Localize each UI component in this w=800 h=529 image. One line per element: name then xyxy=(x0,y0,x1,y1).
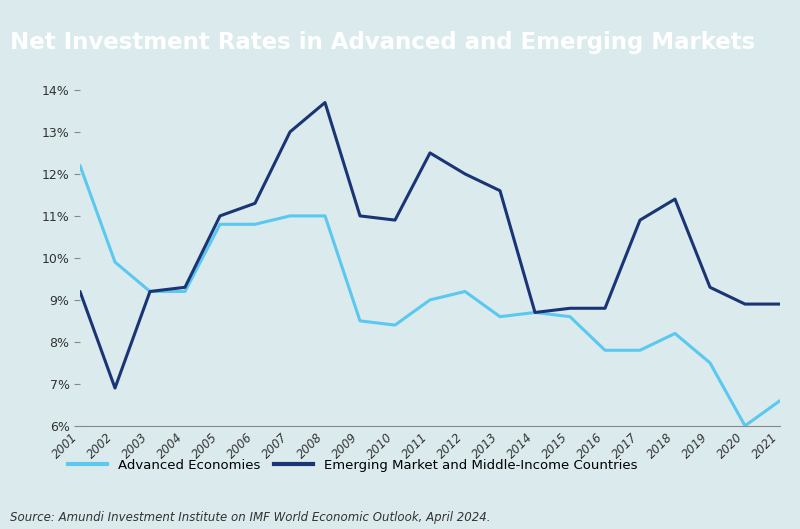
Advanced Economies xyxy=(75,162,85,169)
Emerging Market and Middle-Income Countries xyxy=(740,301,750,307)
Advanced Economies xyxy=(425,297,434,303)
Emerging Market and Middle-Income Countries xyxy=(670,196,680,202)
Emerging Market and Middle-Income Countries xyxy=(110,385,120,391)
Emerging Market and Middle-Income Countries xyxy=(635,217,645,223)
Advanced Economies xyxy=(565,314,574,320)
Emerging Market and Middle-Income Countries xyxy=(250,200,260,206)
Emerging Market and Middle-Income Countries xyxy=(460,171,470,177)
Legend: Advanced Economies, Emerging Market and Middle-Income Countries: Advanced Economies, Emerging Market and … xyxy=(62,454,642,478)
Emerging Market and Middle-Income Countries xyxy=(215,213,225,219)
Emerging Market and Middle-Income Countries xyxy=(495,187,505,194)
Emerging Market and Middle-Income Countries xyxy=(355,213,365,219)
Advanced Economies xyxy=(320,213,330,219)
Emerging Market and Middle-Income Countries xyxy=(600,305,610,312)
Advanced Economies xyxy=(495,314,505,320)
Advanced Economies xyxy=(355,318,365,324)
Advanced Economies xyxy=(110,259,120,265)
Emerging Market and Middle-Income Countries xyxy=(390,217,400,223)
Text: Source: Amundi Investment Institute on IMF World Economic Outlook, April 2024.: Source: Amundi Investment Institute on I… xyxy=(10,510,490,524)
Emerging Market and Middle-Income Countries xyxy=(320,99,330,106)
Advanced Economies xyxy=(530,309,540,316)
Emerging Market and Middle-Income Countries xyxy=(425,150,434,156)
Emerging Market and Middle-Income Countries xyxy=(775,301,785,307)
Advanced Economies xyxy=(740,423,750,429)
Emerging Market and Middle-Income Countries xyxy=(565,305,574,312)
Emerging Market and Middle-Income Countries xyxy=(75,288,85,295)
Advanced Economies xyxy=(250,221,260,227)
Advanced Economies xyxy=(390,322,400,328)
Advanced Economies xyxy=(460,288,470,295)
Emerging Market and Middle-Income Countries xyxy=(180,284,190,290)
Emerging Market and Middle-Income Countries xyxy=(530,309,540,316)
Advanced Economies xyxy=(670,330,680,336)
Line: Emerging Market and Middle-Income Countries: Emerging Market and Middle-Income Countr… xyxy=(80,103,780,388)
Emerging Market and Middle-Income Countries xyxy=(285,129,294,135)
Emerging Market and Middle-Income Countries xyxy=(705,284,714,290)
Text: Net Investment Rates in Advanced and Emerging Markets: Net Investment Rates in Advanced and Eme… xyxy=(10,31,755,53)
Advanced Economies xyxy=(285,213,294,219)
Advanced Economies xyxy=(145,288,154,295)
Line: Advanced Economies: Advanced Economies xyxy=(80,166,780,426)
Advanced Economies xyxy=(775,397,785,404)
Emerging Market and Middle-Income Countries xyxy=(145,288,154,295)
Advanced Economies xyxy=(635,347,645,353)
Advanced Economies xyxy=(705,360,714,366)
Advanced Economies xyxy=(215,221,225,227)
Advanced Economies xyxy=(180,288,190,295)
Advanced Economies xyxy=(600,347,610,353)
